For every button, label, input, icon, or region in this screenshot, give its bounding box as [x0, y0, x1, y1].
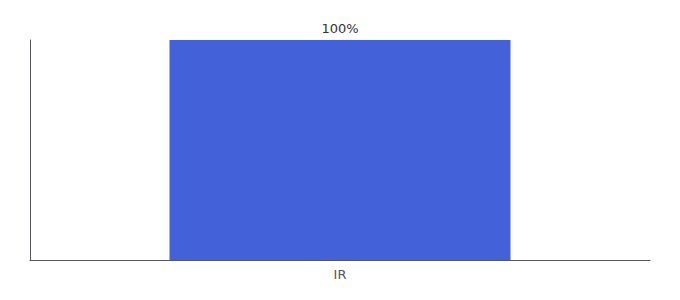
svg-text:IR: IR	[334, 267, 347, 282]
svg-text:100%: 100%	[321, 21, 358, 36]
